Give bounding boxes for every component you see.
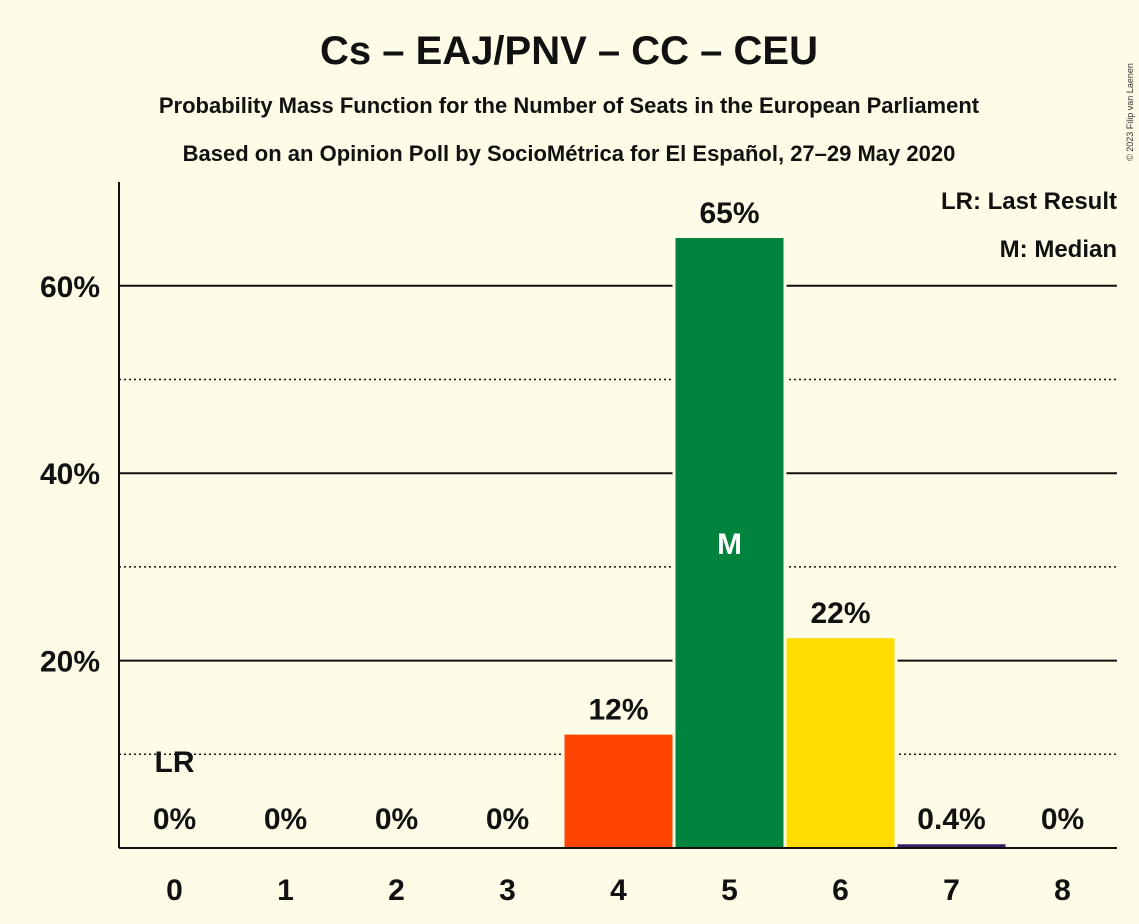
- bar-value-label: 0%: [1041, 803, 1084, 836]
- y-tick-label: 20%: [40, 646, 100, 679]
- chart-subtitle-method: Probability Mass Function for the Number…: [159, 93, 980, 118]
- gridlines: [119, 284, 1117, 756]
- x-tick-label: 8: [1054, 874, 1071, 907]
- x-tick-label: 1: [277, 874, 294, 907]
- bar-value-label: 0%: [153, 803, 196, 836]
- bar-value-label: 0%: [264, 803, 307, 836]
- y-tick-label: 60%: [40, 271, 100, 304]
- bar-value-label: 65%: [699, 197, 759, 230]
- x-tick-label: 0: [166, 874, 183, 907]
- median-marker: M: [717, 528, 742, 561]
- chart-subtitle-source: Based on an Opinion Poll by SocioMétrica…: [183, 141, 956, 166]
- bar-value-label: 0%: [486, 803, 529, 836]
- legend-last-result: LR: Last Result: [941, 188, 1117, 215]
- bar-value-label: 0.4%: [917, 803, 985, 836]
- bars: [561, 235, 1009, 848]
- x-tick-label: 4: [610, 874, 627, 907]
- x-tick-label: 5: [721, 874, 738, 907]
- bar: [675, 238, 784, 848]
- bar-value-label: 0%: [375, 803, 418, 836]
- legend-median: M: Median: [1000, 236, 1117, 263]
- chart-title: Cs – EAJ/PNV – CC – CEU: [320, 29, 818, 73]
- copyright-notice: © 2023 Filip van Laenen: [1125, 63, 1135, 161]
- y-tick-label: 40%: [40, 458, 100, 491]
- x-tick-label: 7: [943, 874, 960, 907]
- bar-value-label: 22%: [810, 597, 870, 630]
- x-tick-label: 6: [832, 874, 849, 907]
- last-result-marker: LR: [155, 746, 195, 779]
- x-tick-label: 3: [499, 874, 516, 907]
- value-labels: 0% LR 0% 0% 0% 12% 65% M 22% 0.4% 0%: [153, 197, 1084, 836]
- bar: [564, 734, 673, 848]
- bar: [897, 844, 1006, 848]
- bar-value-label: 12%: [588, 694, 648, 727]
- bar: [786, 638, 895, 848]
- x-tick-label: 2: [388, 874, 405, 907]
- axes: 20% 40% 60% 0 1 2 3 4 5 6 7 8: [40, 182, 1117, 907]
